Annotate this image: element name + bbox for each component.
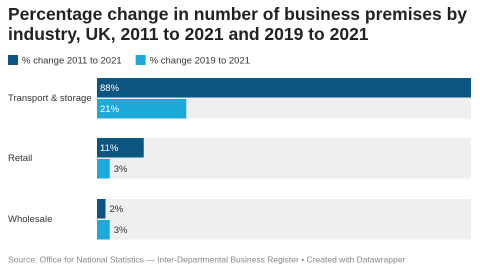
bar <box>97 159 110 179</box>
value-label: 88% <box>100 83 120 94</box>
value-label: 2% <box>110 204 124 215</box>
bar <box>97 99 187 119</box>
legend-label: % change 2019 to 2021 <box>150 56 250 67</box>
legend-swatch <box>135 55 146 65</box>
category-label: Wholesale <box>8 214 52 225</box>
legend-label: % change 2011 to 2021 <box>22 56 122 67</box>
legend-swatch <box>8 55 18 65</box>
bar <box>97 138 144 158</box>
chart-title: Percentage change in number of business … <box>8 4 468 44</box>
source: Source: Office for National Statistics —… <box>8 254 405 264</box>
bar-background <box>97 199 471 240</box>
value-label: 11% <box>100 143 119 154</box>
value-label: 21% <box>100 104 120 115</box>
category-label: Retail <box>8 153 32 164</box>
bar <box>97 78 471 98</box>
bar <box>97 199 106 219</box>
category-label: Transport & storage <box>8 93 92 104</box>
bar <box>97 220 110 240</box>
value-label: 3% <box>114 225 128 236</box>
value-label: 3% <box>114 164 128 175</box>
bar-background <box>97 138 471 179</box>
